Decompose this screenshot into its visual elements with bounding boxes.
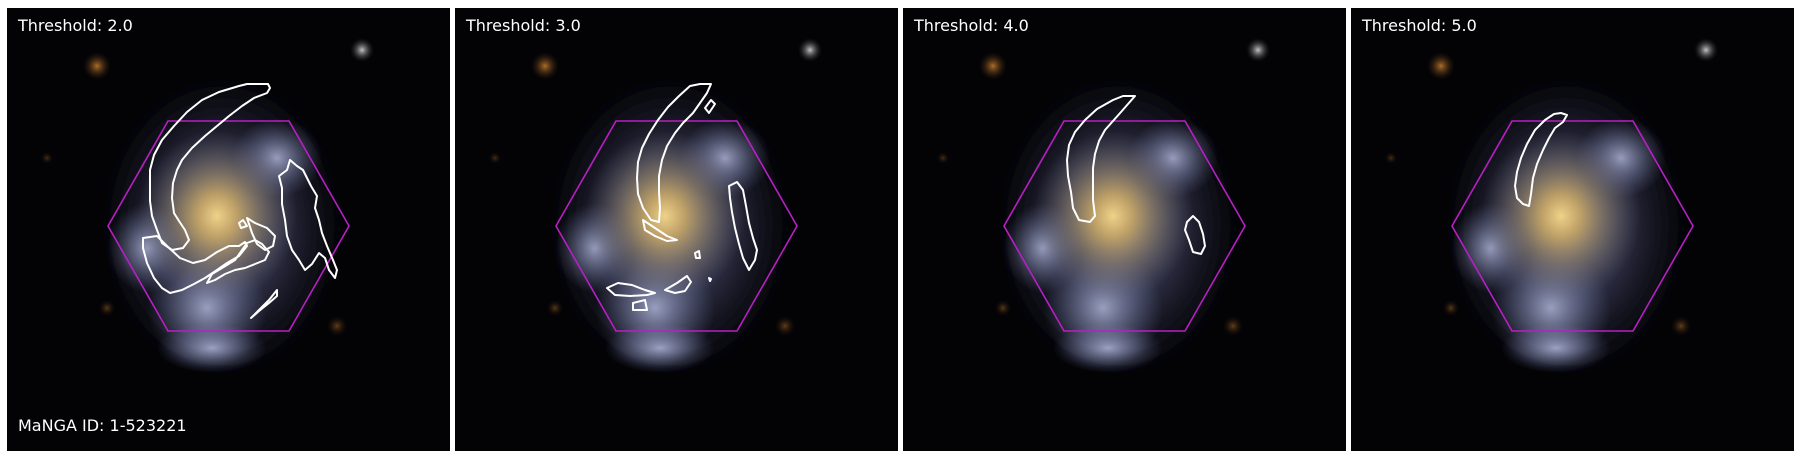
threshold-panel-3: Threshold: 4.0 bbox=[903, 8, 1346, 451]
threshold-label: Threshold: 3.0 bbox=[466, 16, 581, 35]
threshold-label: Threshold: 4.0 bbox=[914, 16, 1029, 35]
threshold-panel-4: Threshold: 5.0 bbox=[1351, 8, 1794, 451]
threshold-label: Threshold: 5.0 bbox=[1362, 16, 1477, 35]
manga-id-label: MaNGA ID: 1-523221 bbox=[18, 416, 187, 435]
threshold-panel-2: Threshold: 3.0 bbox=[455, 8, 898, 451]
threshold-panel-1: Threshold: 2.0 MaNGA ID: 1-523221 bbox=[7, 8, 450, 451]
galaxy-image bbox=[1351, 8, 1794, 451]
contour-overlay bbox=[1066, 95, 1206, 255]
contour-overlay bbox=[142, 83, 338, 319]
galaxy-image bbox=[903, 8, 1346, 451]
galaxy-image bbox=[7, 8, 450, 451]
contour-overlay bbox=[1514, 112, 1568, 207]
contour-overlay bbox=[606, 83, 758, 311]
galaxy-image bbox=[455, 8, 898, 451]
threshold-label: Threshold: 2.0 bbox=[18, 16, 133, 35]
